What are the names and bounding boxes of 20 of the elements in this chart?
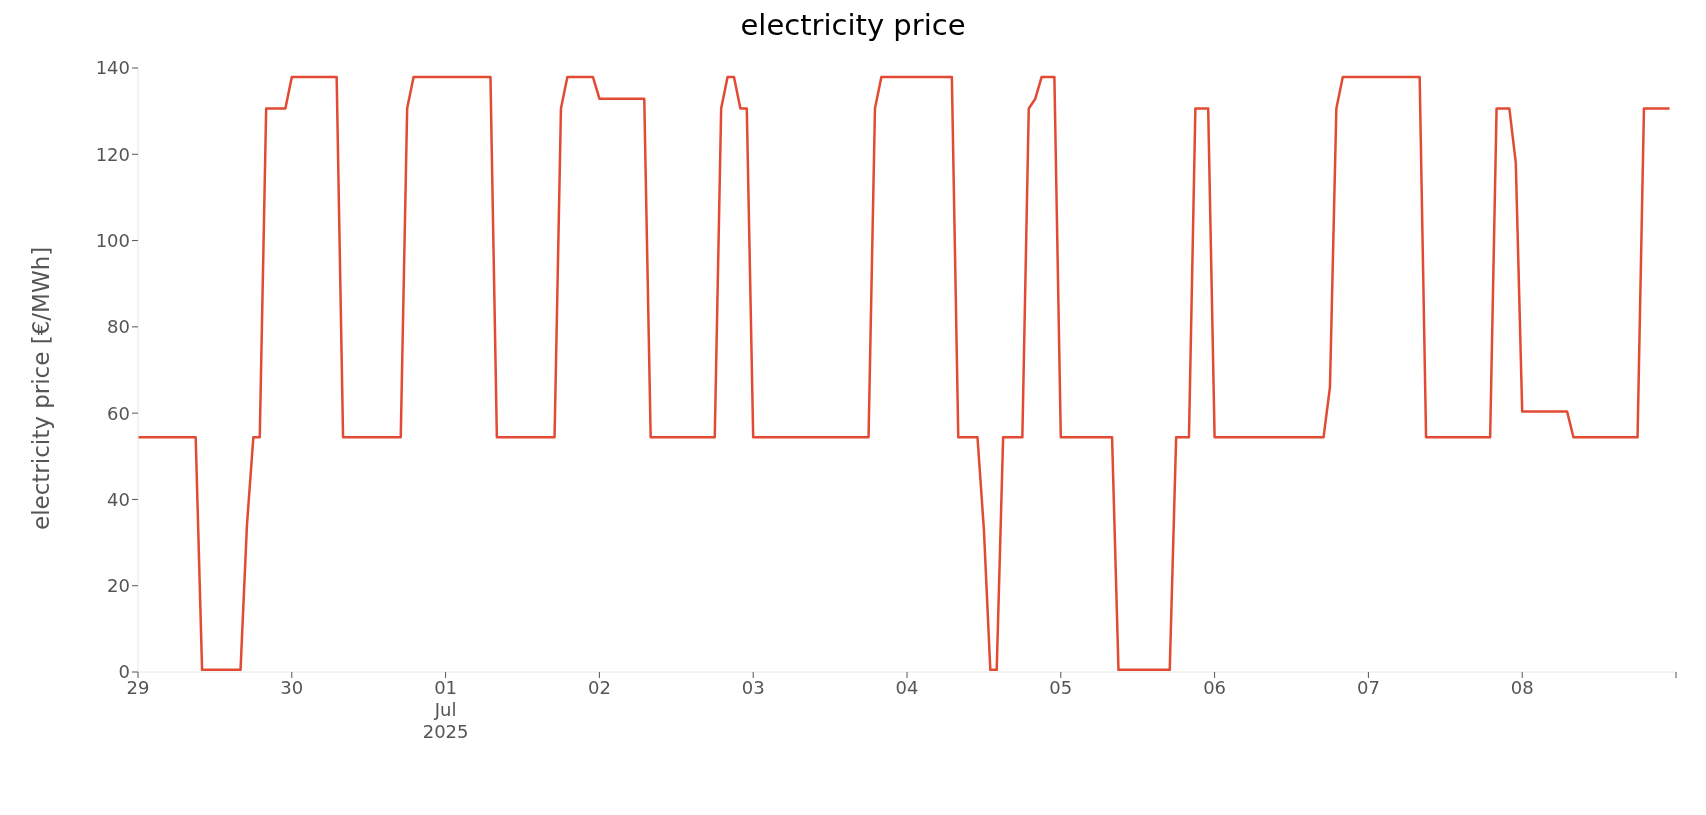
y-tick-label: 40 xyxy=(107,488,130,510)
x-tick-label: 03 xyxy=(741,677,765,698)
x-tick-label: 07 xyxy=(1356,677,1380,698)
y-tick-label: 140 xyxy=(95,57,130,79)
x-tick-label: 06 xyxy=(1203,677,1227,698)
y-tick-label: 60 xyxy=(107,402,130,424)
y-tick-label: 80 xyxy=(107,316,130,338)
x-tick-label: 05 xyxy=(1049,677,1073,698)
y-tick-label: 20 xyxy=(107,575,130,597)
x-tick-label: 01 Jul 2025 xyxy=(422,677,469,742)
x-tick-label: 02 xyxy=(587,677,611,698)
x-tick-label: 30 xyxy=(280,677,304,698)
y-axis-title: electricity price [€/MWh] xyxy=(28,246,55,530)
y-tick-label: 120 xyxy=(95,143,130,165)
x-tick-label: 29 xyxy=(126,677,150,698)
y-tick-label: 100 xyxy=(95,229,130,251)
x-tick-label: 04 xyxy=(895,677,919,698)
chart-title: electricity price xyxy=(739,8,967,42)
x-tick-label: 08 xyxy=(1510,677,1534,698)
line-series xyxy=(138,75,1671,672)
